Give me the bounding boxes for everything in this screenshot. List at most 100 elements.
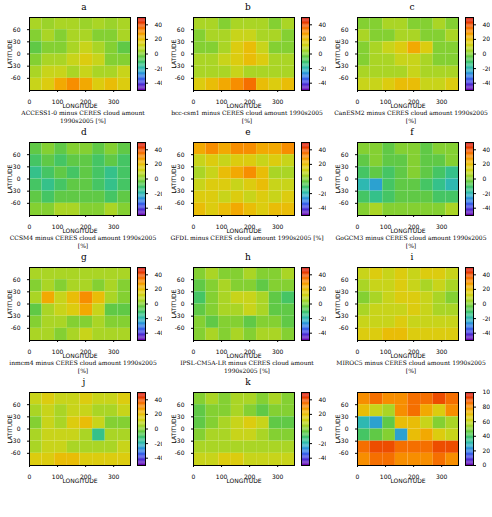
svg-text:60: 60 <box>13 151 21 158</box>
svg-text:60: 60 <box>341 401 349 408</box>
svg-text:-60: -60 <box>11 199 21 206</box>
svg-text:30: 30 <box>13 288 21 295</box>
svg-text:20: 20 <box>319 35 327 42</box>
svg-text:0: 0 <box>181 300 185 307</box>
svg-text:0: 0 <box>356 98 360 105</box>
svg-text:-20: -20 <box>155 190 163 197</box>
svg-text:-60: -60 <box>339 324 349 331</box>
svg-text:-20: -20 <box>319 315 327 322</box>
svg-text:20: 20 <box>319 285 327 292</box>
svg-text:0: 0 <box>17 300 21 307</box>
svg-text:0: 0 <box>356 348 360 355</box>
svg-text:0: 0 <box>181 425 185 432</box>
svg-text:0: 0 <box>17 50 21 57</box>
svg-text:40: 40 <box>319 146 327 153</box>
svg-text:300: 300 <box>108 348 120 355</box>
svg-text:300: 300 <box>272 223 284 230</box>
svg-text:-20: -20 <box>155 315 163 322</box>
svg-text:LONGITUDE: LONGITUDE <box>390 477 425 484</box>
svg-text:0: 0 <box>192 223 196 230</box>
svg-text:60: 60 <box>13 26 21 33</box>
svg-text:40: 40 <box>319 396 327 403</box>
svg-text:-20: -20 <box>155 440 163 447</box>
svg-text:60: 60 <box>341 151 349 158</box>
svg-text:60: 60 <box>483 418 491 425</box>
svg-text:-20: -20 <box>483 315 491 322</box>
svg-text:LATITUDE: LATITUDE <box>334 289 341 318</box>
svg-text:LONGITUDE: LONGITUDE <box>226 227 261 234</box>
svg-text:40: 40 <box>155 146 163 153</box>
svg-text:30: 30 <box>13 413 21 420</box>
svg-text:0: 0 <box>319 425 323 432</box>
svg-text:-60: -60 <box>175 449 185 456</box>
svg-text:LATITUDE: LATITUDE <box>6 39 13 68</box>
svg-text:30: 30 <box>341 38 349 45</box>
svg-text:60: 60 <box>13 401 21 408</box>
svg-text:30: 30 <box>177 38 185 45</box>
svg-text:20: 20 <box>483 447 491 454</box>
svg-text:-60: -60 <box>175 199 185 206</box>
svg-text:20: 20 <box>483 285 491 292</box>
svg-text:LONGITUDE: LONGITUDE <box>390 227 425 234</box>
svg-text:0: 0 <box>17 175 21 182</box>
svg-text:300: 300 <box>108 473 120 480</box>
svg-text:LATITUDE: LATITUDE <box>170 39 177 68</box>
svg-text:30: 30 <box>177 413 185 420</box>
svg-text:-40: -40 <box>155 79 163 86</box>
svg-text:-20: -20 <box>319 440 327 447</box>
svg-text:LONGITUDE: LONGITUDE <box>226 477 261 484</box>
svg-text:LONGITUDE: LONGITUDE <box>390 102 425 109</box>
svg-text:0: 0 <box>345 175 349 182</box>
svg-text:0: 0 <box>192 98 196 105</box>
svg-text:-20: -20 <box>319 190 327 197</box>
svg-text:0: 0 <box>356 473 360 480</box>
svg-text:LATITUDE: LATITUDE <box>170 414 177 443</box>
svg-text:20: 20 <box>155 35 163 42</box>
svg-text:60: 60 <box>341 276 349 283</box>
svg-text:30: 30 <box>341 288 349 295</box>
svg-text:0: 0 <box>192 348 196 355</box>
svg-text:0: 0 <box>319 300 323 307</box>
svg-text:40: 40 <box>483 271 491 278</box>
svg-text:-60: -60 <box>339 74 349 81</box>
svg-text:LONGITUDE: LONGITUDE <box>62 227 97 234</box>
svg-text:0: 0 <box>319 175 323 182</box>
svg-text:LATITUDE: LATITUDE <box>6 164 13 193</box>
svg-text:LONGITUDE: LONGITUDE <box>62 477 97 484</box>
svg-text:40: 40 <box>319 271 327 278</box>
svg-text:0: 0 <box>345 50 349 57</box>
svg-text:0: 0 <box>483 461 487 468</box>
svg-text:-40: -40 <box>155 204 163 211</box>
svg-text:LONGITUDE: LONGITUDE <box>226 102 261 109</box>
svg-text:0: 0 <box>155 300 159 307</box>
svg-text:30: 30 <box>177 163 185 170</box>
svg-text:40: 40 <box>155 21 163 28</box>
svg-text:30: 30 <box>13 38 21 45</box>
svg-text:0: 0 <box>28 348 32 355</box>
svg-text:60: 60 <box>177 401 185 408</box>
svg-text:-40: -40 <box>155 454 163 461</box>
svg-text:-20: -20 <box>155 65 163 72</box>
svg-text:20: 20 <box>319 160 327 167</box>
svg-text:LONGITUDE: LONGITUDE <box>390 352 425 359</box>
svg-text:LONGITUDE: LONGITUDE <box>62 352 97 359</box>
svg-text:0: 0 <box>28 223 32 230</box>
svg-text:0: 0 <box>181 50 185 57</box>
svg-text:0: 0 <box>28 98 32 105</box>
svg-text:-40: -40 <box>319 329 327 336</box>
svg-text:30: 30 <box>341 163 349 170</box>
svg-text:40: 40 <box>319 21 327 28</box>
svg-text:LATITUDE: LATITUDE <box>170 289 177 318</box>
svg-text:-40: -40 <box>483 204 491 211</box>
svg-text:300: 300 <box>272 348 284 355</box>
svg-text:300: 300 <box>436 223 448 230</box>
svg-text:300: 300 <box>272 473 284 480</box>
svg-text:LATITUDE: LATITUDE <box>334 414 341 443</box>
svg-text:40: 40 <box>483 146 491 153</box>
svg-text:30: 30 <box>13 163 21 170</box>
svg-text:-20: -20 <box>319 65 327 72</box>
svg-text:0: 0 <box>483 300 487 307</box>
svg-text:-60: -60 <box>175 324 185 331</box>
svg-text:0: 0 <box>192 473 196 480</box>
svg-text:60: 60 <box>13 276 21 283</box>
